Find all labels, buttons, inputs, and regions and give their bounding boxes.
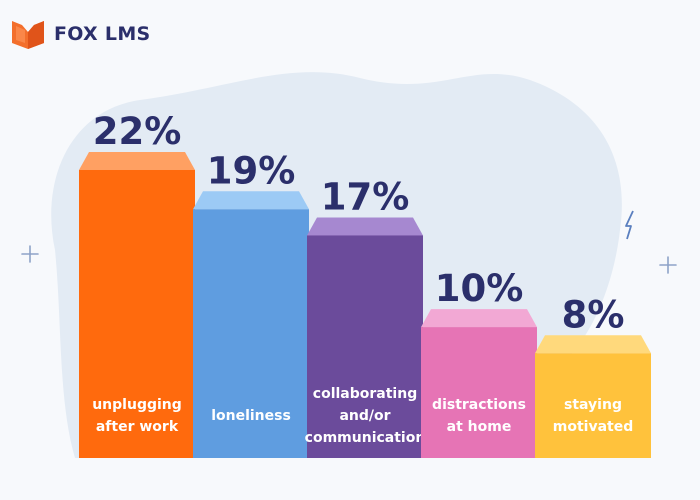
bar-top-face bbox=[307, 217, 423, 236]
bar-top-face bbox=[193, 191, 309, 210]
bar bbox=[535, 353, 651, 458]
bar-top-face bbox=[79, 152, 195, 170]
bar-value-label: 19% bbox=[207, 149, 296, 192]
bar-value-label: 10% bbox=[435, 267, 524, 310]
lightning-icon bbox=[625, 210, 634, 240]
brand-logo: FOX LMS bbox=[10, 14, 151, 54]
bar bbox=[421, 327, 537, 458]
bar-value-label: 17% bbox=[321, 175, 410, 218]
bar-value-label: 8% bbox=[562, 293, 625, 336]
bar-top-face bbox=[535, 335, 651, 354]
brand-name: FOX LMS bbox=[54, 23, 151, 45]
plus-icon-left bbox=[21, 245, 39, 263]
bar-category-label: collaborating bbox=[313, 386, 417, 402]
bar-category-label: at home bbox=[447, 419, 512, 435]
bar-category-label: distractions bbox=[432, 397, 526, 413]
plus-icon-right bbox=[659, 256, 677, 274]
bar bbox=[307, 235, 423, 458]
background-blob-small bbox=[519, 155, 573, 200]
bar-category-label: loneliness bbox=[211, 408, 291, 424]
bar-value-label: 22% bbox=[93, 110, 182, 153]
bar-category-label: motivated bbox=[553, 419, 633, 435]
bar-category-label: after work bbox=[96, 419, 179, 435]
bar bbox=[193, 209, 309, 458]
bar bbox=[79, 170, 195, 458]
bar-category-label: communication bbox=[305, 430, 426, 446]
open-book-fox-logo-icon bbox=[12, 21, 44, 49]
bar-category-label: unplugging bbox=[92, 397, 182, 413]
bar-category-label: staying bbox=[564, 397, 622, 413]
bar-top-face bbox=[421, 309, 537, 328]
bar-category-label: and/or bbox=[339, 408, 390, 424]
